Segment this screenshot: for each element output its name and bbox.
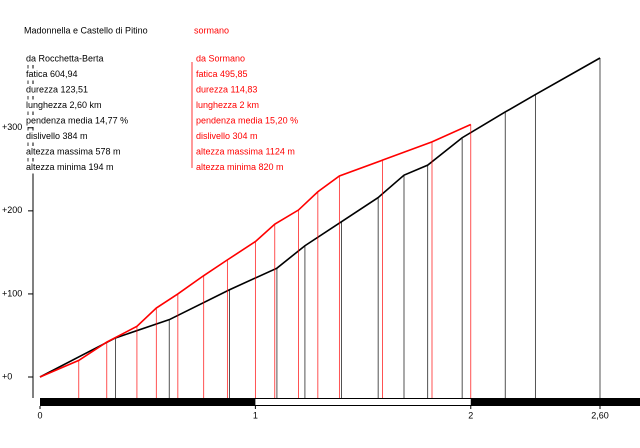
info-bg	[196, 99, 306, 112]
info-text: altezza massima 1124 m	[196, 146, 295, 156]
info-bg	[196, 115, 306, 127]
info-bg	[196, 53, 306, 65]
info-text: fatica 604,94	[26, 69, 78, 79]
x-tick-label: 0	[37, 410, 42, 420]
info-text: durezza 123,51	[26, 84, 88, 94]
y-tick-label: +100	[2, 288, 22, 298]
info-bg	[26, 161, 136, 174]
info-text: dislivello 304 m	[196, 131, 258, 141]
profile-line	[39, 123, 472, 378]
y-tick-label: +200	[2, 205, 22, 215]
info-bg	[26, 68, 136, 81]
x-tick-label: 1	[253, 410, 258, 420]
info-text: dislivello 384 m	[26, 131, 88, 141]
info-bg	[196, 84, 306, 96]
info-text: fatica 495,85	[196, 69, 248, 79]
info-bg	[26, 146, 136, 158]
legend-label: Madonnella e Castello di Pitino	[24, 25, 148, 35]
info-bg	[26, 84, 136, 96]
info-text: altezza minima 820 m	[196, 162, 284, 172]
info-text: altezza massima 578 m	[26, 146, 121, 156]
info-bg	[26, 99, 136, 112]
info-bg	[196, 68, 306, 81]
info-bg	[196, 146, 306, 158]
info-bg	[26, 53, 136, 65]
legend-label: sormano	[194, 25, 229, 35]
profile-line	[39, 57, 601, 378]
info-bg	[196, 161, 306, 174]
x-tick-label: 2	[468, 410, 473, 420]
info-bg	[26, 130, 136, 143]
distance-bar-segment	[255, 399, 471, 405]
info-text: da Rocchetta-Berta	[26, 53, 104, 63]
y-tick-label: +0	[2, 371, 12, 381]
info-bg	[26, 115, 136, 127]
y-tick-label: +300	[2, 122, 22, 132]
info-text: lunghezza 2,60 km	[26, 100, 102, 110]
info-text: durezza 114,83	[196, 84, 257, 94]
info-text: da Sormano	[196, 53, 245, 63]
info-text: pendenza media 14,77 %	[26, 115, 128, 125]
info-bg	[196, 130, 306, 143]
info-text: pendenza media 15,20 %	[196, 115, 298, 125]
info-text: lunghezza 2 km	[196, 100, 259, 110]
x-tick-label: 2,60	[591, 410, 609, 420]
info-text: altezza minima 194 m	[26, 162, 114, 172]
